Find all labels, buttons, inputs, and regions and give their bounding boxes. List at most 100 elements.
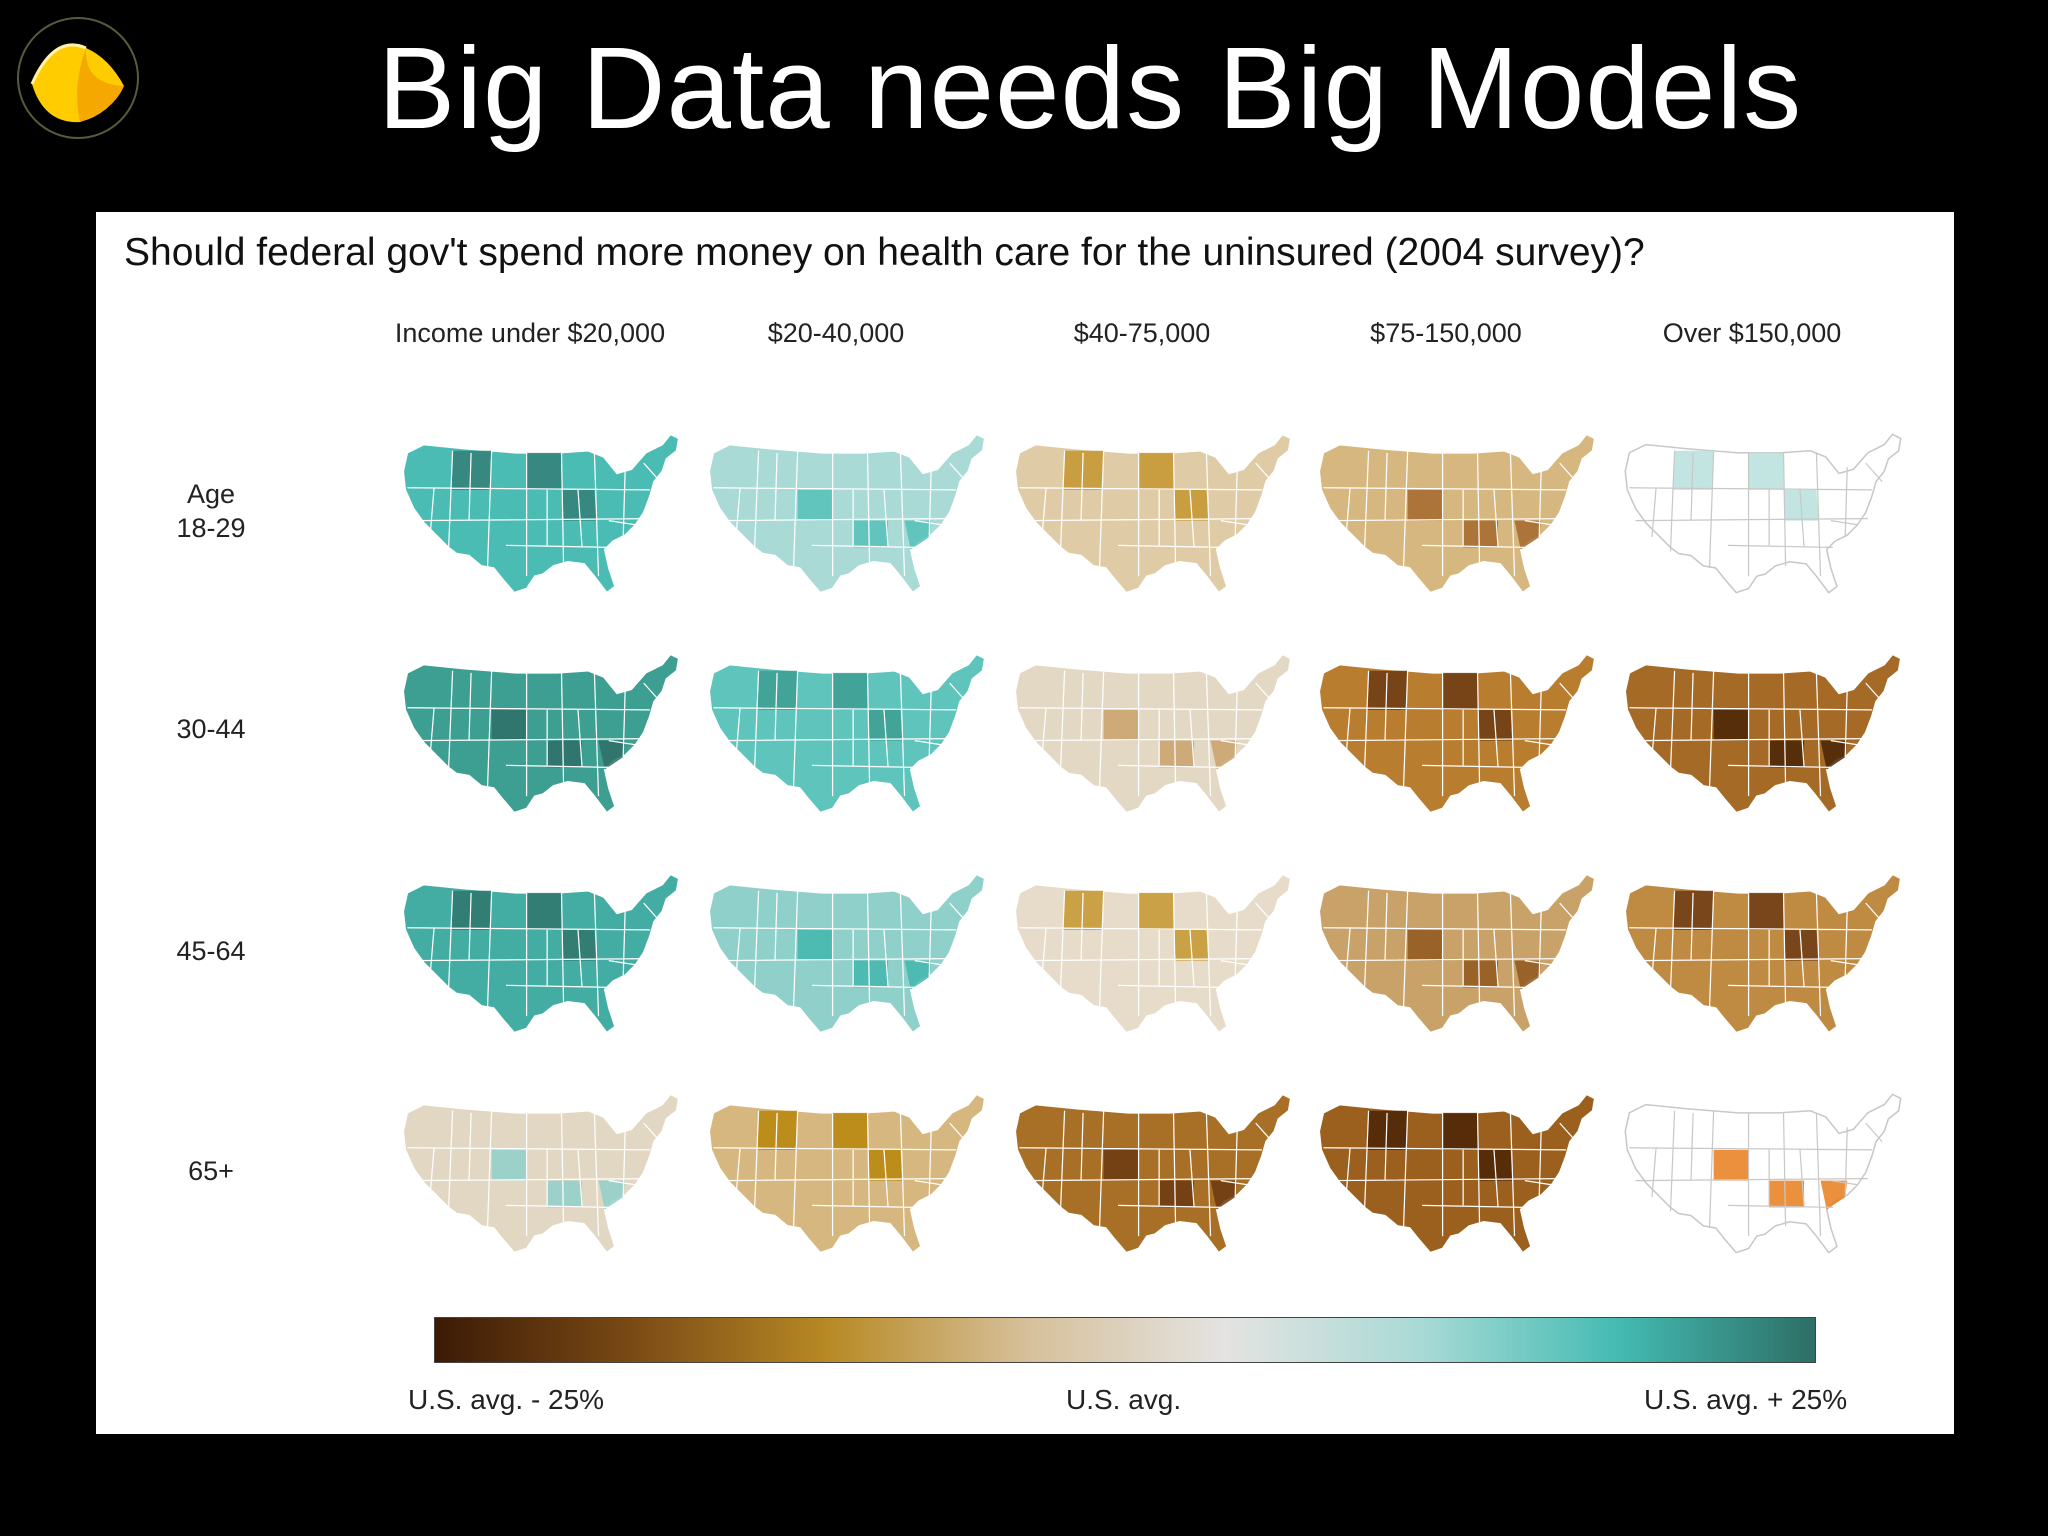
row-header-45-64: 45-64 bbox=[136, 934, 286, 968]
us-outline bbox=[402, 1093, 680, 1254]
state-borders bbox=[1629, 450, 1883, 577]
state-region-patch bbox=[491, 709, 527, 741]
row-header-line: 45-64 bbox=[176, 936, 246, 966]
us-map-svg bbox=[1624, 433, 1902, 594]
column-header-40-75000: $40-75,000 bbox=[1073, 318, 1211, 348]
state-borders bbox=[1323, 890, 1577, 1017]
state-region-patch bbox=[832, 1112, 868, 1150]
state-region-patch bbox=[1210, 1180, 1238, 1210]
us-map-svg bbox=[1318, 653, 1596, 814]
state-region-patch bbox=[1103, 1149, 1139, 1181]
us-map-svg bbox=[1624, 1093, 1902, 1254]
us-map-age-65-plus-income-under-20000 bbox=[392, 1082, 692, 1267]
us-map-age-18-29-income-under-20000 bbox=[392, 422, 692, 607]
state-region-patch bbox=[904, 520, 932, 550]
yellow-leaf-logo-icon bbox=[14, 14, 142, 142]
us-map-svg bbox=[708, 1093, 986, 1254]
state-region-patch bbox=[598, 1180, 626, 1210]
us-map-age-30-44-income-20-40000 bbox=[698, 642, 998, 827]
column-header-over-150000: Over $150,000 bbox=[1662, 318, 1842, 348]
us-map-svg bbox=[1318, 1093, 1596, 1254]
column-header-income-under-20000: Income under $20,000 bbox=[394, 318, 666, 348]
color-scale-low-label: U.S. avg. - 25% bbox=[408, 1384, 605, 1415]
us-map-age-65-plus-income-over-150000 bbox=[1614, 1082, 1914, 1267]
state-region-patch bbox=[526, 892, 562, 930]
state-region-patch bbox=[1463, 520, 1499, 548]
us-map-svg bbox=[708, 873, 986, 1034]
figure-title: Should federal gov't spend more money on… bbox=[124, 231, 1645, 274]
state-region-patch bbox=[547, 1180, 583, 1208]
state-region-patch bbox=[1407, 489, 1443, 521]
state-region-patch bbox=[1769, 1180, 1805, 1208]
us-map-svg bbox=[1624, 873, 1902, 1034]
state-region-patch bbox=[853, 960, 889, 988]
column-header-20-40000: $20-40,000 bbox=[767, 318, 905, 348]
state-borders bbox=[407, 1110, 661, 1237]
us-map-age-30-44-income-40-75000 bbox=[1004, 642, 1304, 827]
state-borders bbox=[713, 670, 967, 797]
us-map-svg bbox=[1014, 873, 1292, 1034]
us-outline bbox=[1318, 873, 1596, 1034]
row-header-65-plus: 65+ bbox=[136, 1154, 286, 1188]
row-header-line: 18-29 bbox=[176, 513, 246, 543]
state-borders bbox=[713, 1110, 967, 1237]
row-header-30-44: 30-44 bbox=[136, 712, 286, 746]
state-region-patch bbox=[598, 740, 626, 770]
state-borders bbox=[1323, 450, 1577, 577]
state-borders bbox=[713, 890, 967, 1017]
state-region-patch bbox=[1769, 740, 1805, 768]
state-region-patch bbox=[1159, 740, 1195, 768]
state-region-patch bbox=[832, 672, 868, 710]
state-region-patch bbox=[797, 929, 833, 961]
us-outline bbox=[1624, 1093, 1902, 1254]
us-map-svg bbox=[402, 653, 680, 814]
us-map-age-45-64-income-under-20000 bbox=[392, 862, 692, 1047]
us-map-svg bbox=[1014, 653, 1292, 814]
us-map-age-30-44-income-75-150000 bbox=[1308, 642, 1608, 827]
us-map-age-45-64-income-over-150000 bbox=[1614, 862, 1914, 1047]
state-region-patch bbox=[1713, 709, 1749, 741]
us-outline bbox=[708, 873, 986, 1034]
state-region-patch bbox=[1463, 960, 1499, 988]
row-header-line: 65+ bbox=[188, 1156, 234, 1186]
state-borders bbox=[1019, 890, 1273, 1017]
us-map-svg bbox=[708, 433, 986, 594]
slide-title: Big Data needs Big Models bbox=[377, 23, 1803, 153]
state-borders bbox=[407, 890, 661, 1017]
state-borders bbox=[1019, 1110, 1273, 1237]
row-header-line: 30-44 bbox=[176, 714, 246, 744]
us-map-svg bbox=[1014, 1093, 1292, 1254]
state-region-patch bbox=[853, 520, 889, 548]
state-region-patch bbox=[1442, 672, 1478, 710]
state-region-patch bbox=[1514, 520, 1542, 550]
us-map-age-18-29-income-75-150000 bbox=[1308, 422, 1608, 607]
state-region-patch bbox=[1748, 452, 1784, 490]
us-map-age-18-29-income-20-40000 bbox=[698, 422, 998, 607]
us-map-age-30-44-income-under-20000 bbox=[392, 642, 692, 827]
color-scale-bar bbox=[434, 1317, 1816, 1363]
us-map-age-45-64-income-75-150000 bbox=[1308, 862, 1608, 1047]
state-borders bbox=[1629, 1110, 1883, 1237]
us-map-svg bbox=[1318, 433, 1596, 594]
us-map-age-65-plus-income-20-40000 bbox=[698, 1082, 998, 1267]
state-region-patch bbox=[1159, 1180, 1195, 1208]
row-header-line: Age bbox=[186, 479, 236, 509]
state-region-patch bbox=[491, 1149, 527, 1181]
us-map-svg bbox=[402, 873, 680, 1034]
state-borders bbox=[1629, 890, 1883, 1017]
state-region-patch bbox=[1138, 892, 1174, 930]
us-outline bbox=[402, 653, 680, 814]
state-borders bbox=[1323, 1110, 1577, 1237]
row-header-age-18-29: Age 18-29 bbox=[136, 477, 286, 545]
color-scale-high-label: U.S. avg. + 25% bbox=[1644, 1384, 1848, 1415]
us-map-age-18-29-income-over-150000 bbox=[1614, 422, 1914, 607]
state-region-patch bbox=[904, 960, 932, 990]
state-region-patch bbox=[1407, 929, 1443, 961]
us-outline bbox=[1318, 433, 1596, 594]
color-scale-mid-label: U.S. avg. bbox=[1066, 1384, 1182, 1415]
us-outline bbox=[1014, 1093, 1292, 1254]
state-region-patch bbox=[1138, 452, 1174, 490]
state-borders bbox=[407, 450, 661, 577]
state-region-patch bbox=[797, 489, 833, 521]
state-region-patch bbox=[1713, 1149, 1749, 1181]
